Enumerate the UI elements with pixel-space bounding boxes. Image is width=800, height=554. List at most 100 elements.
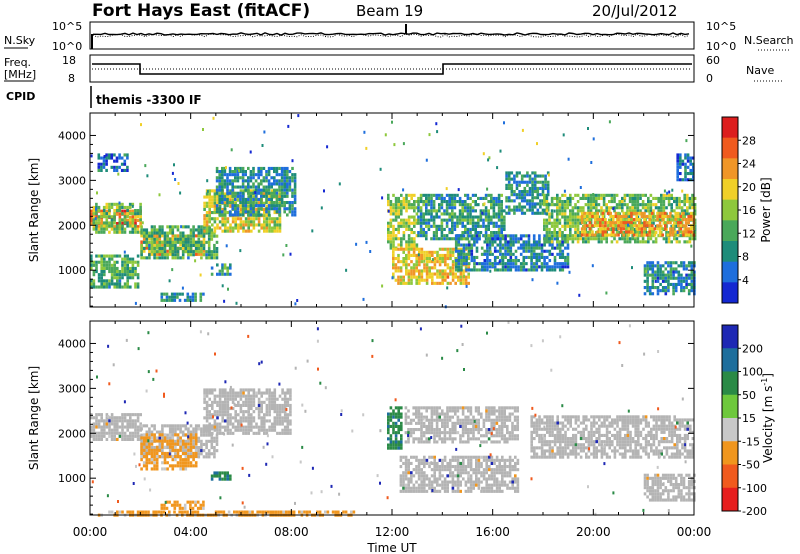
echo-cell — [254, 185, 258, 189]
echo-cell — [526, 174, 529, 178]
echo-cell — [630, 224, 633, 228]
echo-cell — [661, 264, 665, 268]
echo-cell — [208, 413, 211, 417]
echo-cell — [252, 185, 255, 189]
echo-cell — [257, 213, 260, 217]
echo-cell — [203, 217, 206, 221]
echo-cell — [538, 240, 541, 244]
echo-cell — [170, 295, 174, 299]
echo-cell — [428, 260, 431, 264]
echo-cell — [418, 281, 421, 285]
echo-cell — [192, 231, 195, 235]
echo-cell — [579, 186, 582, 189]
echo-cell — [428, 253, 431, 257]
echo-cell — [171, 424, 175, 428]
echo-cell — [548, 234, 551, 238]
echo-cell — [518, 183, 521, 187]
echo-cell — [216, 403, 219, 407]
echo-cell — [601, 230, 605, 234]
echo-cell — [108, 224, 111, 228]
echo-cell — [543, 243, 546, 247]
echo-cell — [399, 278, 403, 282]
echo-cell — [504, 243, 507, 247]
echo-cell — [100, 263, 103, 267]
echo-cell — [470, 268, 474, 272]
echo-cell — [210, 250, 214, 254]
echo-cell — [255, 211, 258, 215]
echo-cell — [436, 250, 439, 254]
echo-cell — [282, 253, 285, 257]
echo-cell — [656, 227, 659, 231]
echo-cell — [457, 247, 460, 251]
echo-cell — [469, 215, 472, 219]
echo-cell — [443, 209, 446, 213]
echo-cell — [410, 269, 413, 273]
echo-cell — [451, 237, 454, 241]
echo-cell — [518, 193, 521, 197]
echo-cell — [479, 231, 483, 235]
echo-cell — [113, 260, 116, 264]
echo-cell — [131, 224, 135, 228]
echo-cell — [213, 204, 217, 208]
echo-cell — [501, 255, 505, 259]
echo-cell — [150, 458, 154, 462]
echo-cell — [641, 193, 645, 197]
echo-cell — [504, 265, 507, 269]
echo-cell — [224, 391, 227, 395]
echo-cell — [609, 233, 612, 237]
echo-cell — [176, 250, 180, 254]
echo-cell — [394, 269, 398, 273]
echo-cell — [606, 224, 610, 228]
echo-cell — [291, 173, 294, 177]
echo-cell — [685, 282, 688, 286]
echo-cell — [520, 199, 524, 203]
echo-cell — [155, 455, 159, 459]
echo-cell — [648, 264, 652, 268]
echo-cell — [425, 266, 429, 270]
echo-cell — [286, 166, 289, 170]
echo-cell — [241, 182, 245, 186]
echo-cell — [252, 195, 256, 199]
echo-cell — [134, 212, 137, 216]
echo-cell — [207, 237, 211, 241]
echo-cell — [110, 437, 114, 441]
echo-cell — [113, 202, 116, 206]
echo-cell — [136, 276, 140, 280]
echo-cell — [103, 270, 106, 274]
power-echoes — [90, 114, 697, 309]
echo-cell — [174, 433, 177, 437]
echo-cell — [475, 234, 479, 238]
echo-cell — [504, 262, 507, 266]
echo-cell — [283, 194, 286, 198]
echo-cell — [459, 275, 463, 279]
echo-cell — [419, 227, 423, 231]
echo-cell — [646, 276, 649, 280]
echo-cell — [693, 209, 697, 213]
echo-cell — [501, 252, 505, 256]
echo-cell — [526, 180, 529, 184]
echo-cell — [228, 213, 232, 217]
echo-cell — [270, 201, 273, 205]
echo-cell — [556, 224, 559, 228]
echo-cell — [417, 203, 420, 207]
echo-cell — [441, 275, 444, 279]
echo-cell — [588, 218, 592, 222]
echo-cell — [116, 428, 119, 432]
echo-cell — [211, 201, 214, 205]
echo-cell — [260, 197, 263, 201]
echo-cell — [218, 207, 221, 211]
echo-cell — [462, 281, 465, 285]
echo-cell — [691, 200, 694, 204]
echo-cell — [608, 209, 611, 213]
echo-cell — [634, 196, 637, 200]
echo-cell — [496, 234, 500, 238]
echo-cell — [105, 202, 109, 206]
echo-cell — [551, 268, 554, 272]
echo-cell — [108, 205, 111, 209]
echo-cell — [218, 188, 221, 192]
echo-cell — [487, 209, 490, 213]
echo-cell — [464, 218, 467, 222]
echo-cell — [234, 403, 237, 407]
echo-cell — [121, 230, 124, 234]
echo-cell — [665, 231, 668, 235]
